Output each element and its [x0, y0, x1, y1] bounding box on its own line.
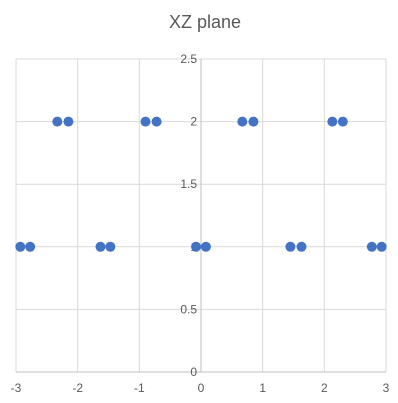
data-point [248, 116, 259, 127]
data-point [63, 116, 74, 127]
data-points [15, 116, 387, 252]
x-tick-label: -2 [72, 381, 83, 395]
x-tick-label: -3 [11, 381, 22, 395]
data-point [237, 116, 248, 127]
data-point [25, 241, 36, 252]
axes [16, 59, 386, 373]
data-point [151, 116, 162, 127]
data-point [191, 241, 202, 252]
chart-title: XZ plane [169, 12, 241, 32]
y-tick-label: 1.5 [180, 177, 197, 191]
data-point [200, 241, 211, 252]
data-point [95, 241, 106, 252]
y-tick-label: 0.5 [180, 302, 197, 316]
x-tick-label: -1 [134, 381, 145, 395]
x-tick-label: 0 [198, 381, 205, 395]
x-tick-label: 3 [383, 381, 390, 395]
x-tick-label: 1 [259, 381, 266, 395]
data-point [105, 241, 116, 252]
y-tick-label: 2.5 [180, 52, 197, 66]
data-point [296, 241, 307, 252]
y-tick-label: 2 [190, 115, 197, 129]
data-point [52, 116, 63, 127]
data-point [366, 241, 377, 252]
data-point [327, 116, 338, 127]
data-point [337, 116, 348, 127]
y-tick-label: 0 [190, 365, 197, 379]
data-point [140, 116, 151, 127]
data-point [376, 241, 387, 252]
x-tick-label: 2 [321, 381, 328, 395]
data-point [15, 241, 26, 252]
data-point [285, 241, 296, 252]
